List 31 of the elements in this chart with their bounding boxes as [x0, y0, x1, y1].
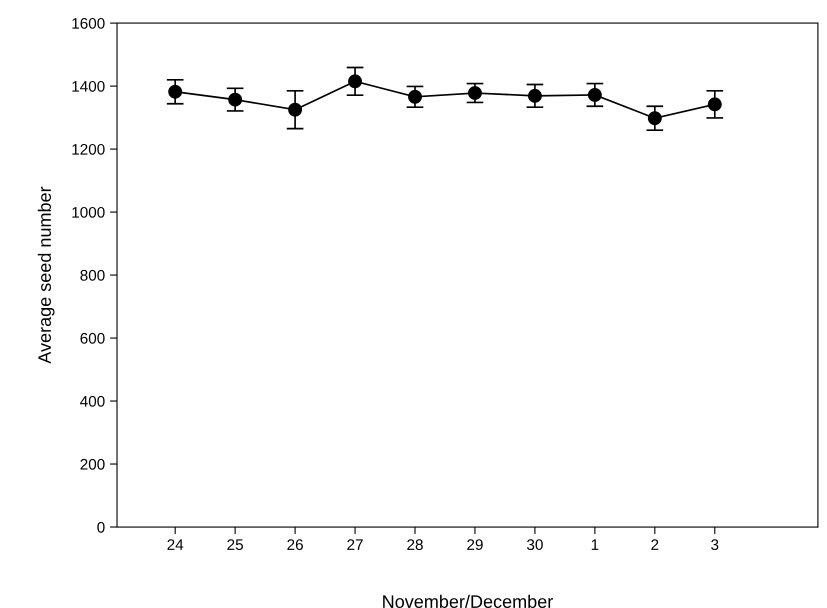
point: [528, 88, 542, 103]
x-tick-label: 26: [287, 539, 303, 550]
y-tick-label: 800: [80, 270, 105, 281]
x-tick-label: 25: [227, 539, 243, 550]
y-axis-title: Average seed number: [38, 186, 55, 364]
point: [348, 74, 362, 88]
y-tick-label: 600: [80, 332, 105, 344]
point: [288, 102, 302, 117]
x-axis-title: November/December: [383, 594, 553, 608]
point: [408, 90, 422, 104]
y-tick-label: 1600: [72, 18, 105, 29]
point: [228, 92, 242, 107]
y-tick-label: 200: [80, 458, 105, 470]
point: [468, 86, 482, 100]
y-tick-label: 400: [80, 396, 105, 407]
point: [708, 97, 722, 112]
x-tick-label: 29: [467, 539, 483, 550]
x-tick-label: 28: [407, 539, 423, 550]
point: [648, 111, 662, 126]
y-tick-label: 0: [97, 522, 105, 533]
point: [168, 84, 182, 99]
point: [588, 88, 602, 102]
x-tick-label: 3: [711, 539, 718, 550]
x-tick-label: 2: [651, 539, 658, 550]
y-tick-label: 1000: [72, 206, 105, 218]
x-tick-label: 30: [527, 539, 543, 550]
x-tick-label: 27: [347, 539, 363, 550]
y-tick-label: 1200: [72, 144, 105, 155]
y-tick-label: 1400: [72, 80, 105, 92]
x-tick-label: 24: [167, 539, 184, 550]
x-tick-label: 1: [592, 539, 598, 550]
